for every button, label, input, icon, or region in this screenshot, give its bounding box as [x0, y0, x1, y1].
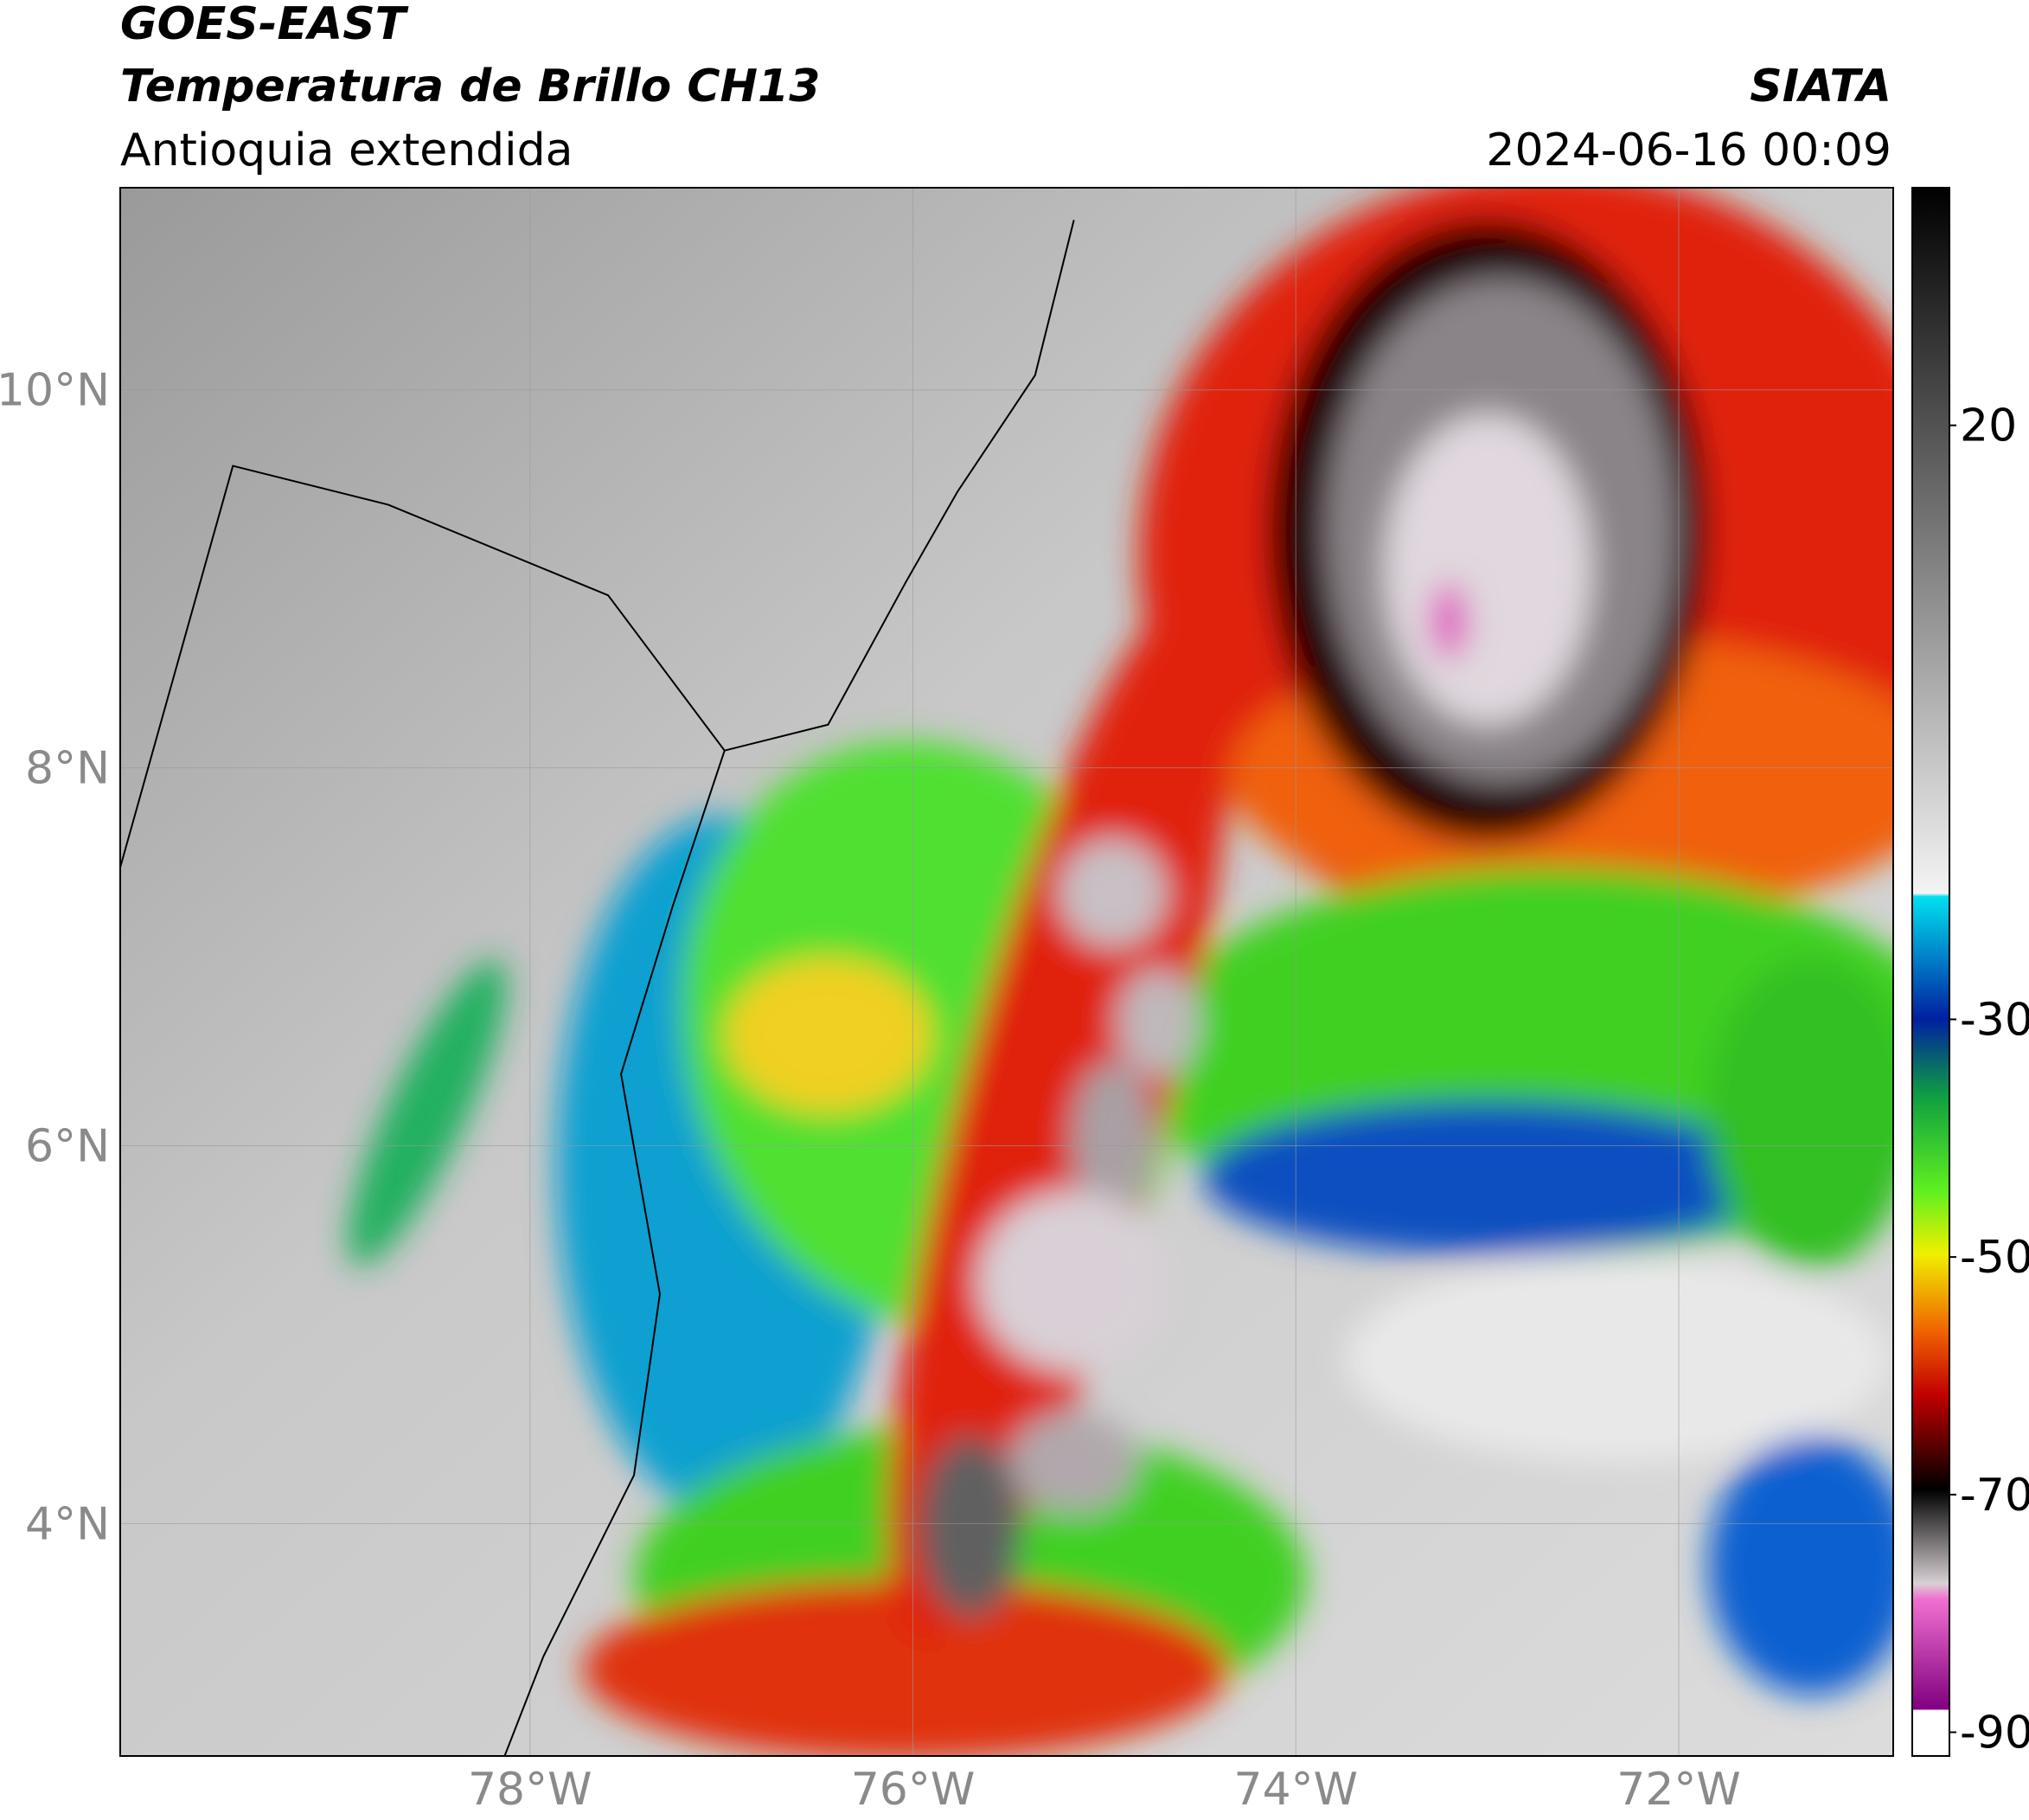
y-tick-label: 10°N	[0, 365, 110, 417]
cloud	[724, 958, 932, 1113]
source: SIATA	[1750, 61, 1891, 112]
cloud	[1117, 968, 1200, 1077]
product: Temperatura de Brillo CH13	[120, 61, 820, 112]
colorbar-tick-label: -50	[1960, 1232, 2029, 1284]
x-tick-label: 76°W	[851, 1764, 976, 1816]
cloud	[582, 1579, 1230, 1756]
colorbar-tick-label: -90	[1960, 1708, 2029, 1759]
x-tick-label: 74°W	[1233, 1764, 1358, 1816]
colorbar-tick-label: 20	[1960, 401, 2017, 452]
map-image	[120, 188, 1893, 1756]
cloud	[1384, 413, 1592, 725]
cloud	[1071, 1061, 1155, 1217]
colorbar-tick-label: -30	[1960, 994, 2029, 1046]
x-tick-label: 72°W	[1616, 1764, 1741, 1816]
map-frame	[119, 187, 1894, 1757]
y-tick-label: 8°N	[25, 743, 110, 795]
cloud	[918, 1436, 1022, 1618]
borders	[120, 220, 1075, 1756]
cloud	[1345, 1255, 1890, 1463]
cloud	[888, 586, 1234, 1639]
y-tick-label: 6°N	[25, 1120, 110, 1172]
cloud	[347, 959, 507, 1266]
cloud-field	[347, 188, 1893, 1756]
colorbar-tick-label: -70	[1960, 1470, 2029, 1522]
cloud	[1203, 1099, 1773, 1256]
grid	[120, 188, 1893, 1756]
colorbar	[1911, 187, 1950, 1757]
cloud	[1008, 1410, 1139, 1515]
coastline	[120, 220, 1075, 868]
coastline	[503, 750, 726, 1756]
timestamp: 2024-06-16 00:09	[1486, 125, 1891, 176]
region: Antioquia extendida	[120, 125, 573, 176]
x-tick-label: 78°W	[468, 1764, 592, 1816]
cloud	[1058, 838, 1168, 948]
cloud	[976, 1190, 1171, 1372]
cloud	[1430, 582, 1469, 660]
axes: 10°N 8°N 6°N 4°N 78°W 76°W 74°W 72°W 20 -30 -50 -70…	[0, 365, 2029, 1816]
satellite: GOES-EAST	[120, 0, 409, 50]
cloud	[1707, 958, 1893, 1269]
y-tick-label: 4°N	[25, 1498, 110, 1550]
cloud	[1707, 1436, 1893, 1695]
